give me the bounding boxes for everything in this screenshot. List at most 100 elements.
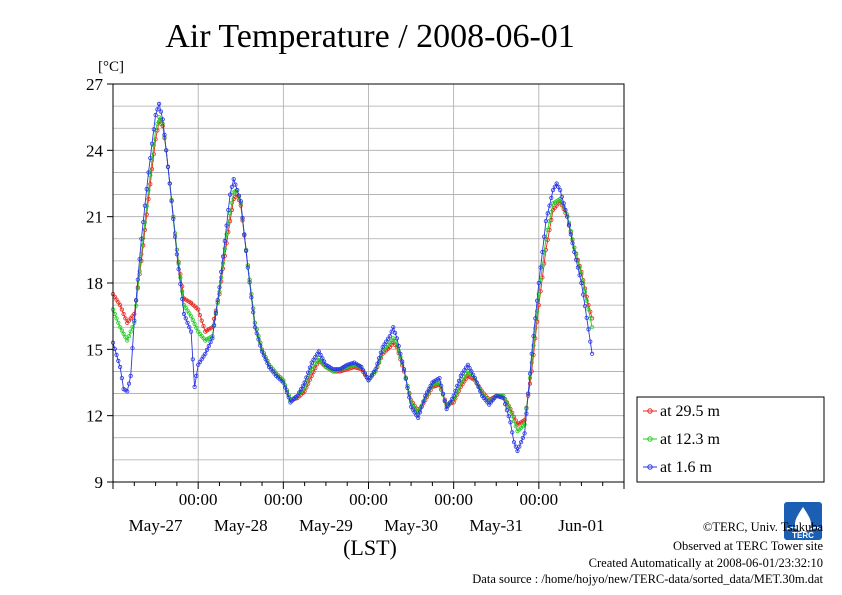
series-point xyxy=(114,352,119,357)
series-point xyxy=(588,339,593,344)
series-point xyxy=(533,326,538,331)
series-point xyxy=(137,269,142,274)
series-point xyxy=(320,356,325,361)
series-point xyxy=(396,343,401,349)
series-point xyxy=(453,388,458,393)
series-point xyxy=(240,215,245,220)
series-point xyxy=(421,399,426,404)
series-point xyxy=(119,375,125,381)
series-point xyxy=(401,367,407,372)
series-point xyxy=(141,243,146,248)
series-point xyxy=(220,260,226,266)
series-point xyxy=(534,298,540,303)
series-point xyxy=(449,396,454,402)
grid xyxy=(113,84,624,482)
series-point xyxy=(157,115,162,120)
series-point xyxy=(366,378,371,383)
series-point xyxy=(371,369,376,375)
series-point xyxy=(581,292,586,297)
series-point xyxy=(210,336,215,341)
series-point xyxy=(126,381,132,386)
series-line xyxy=(112,120,593,426)
series-point xyxy=(130,346,135,351)
series-point xyxy=(116,300,121,305)
series-point xyxy=(311,369,316,375)
series-point xyxy=(495,394,501,399)
series-point xyxy=(589,351,595,356)
series-point xyxy=(286,395,291,400)
series-point xyxy=(116,320,121,325)
series-point xyxy=(220,254,226,259)
series-point xyxy=(575,265,581,270)
series-point xyxy=(242,232,247,237)
series-point xyxy=(190,357,195,362)
series-point xyxy=(151,152,156,157)
series-point xyxy=(522,431,527,436)
series-point xyxy=(568,232,573,237)
series-point xyxy=(194,373,199,378)
series-point xyxy=(183,316,188,321)
series-point xyxy=(471,372,476,377)
series-point xyxy=(192,321,197,326)
water-drop-icon xyxy=(795,507,811,532)
series-point xyxy=(126,333,132,339)
series-point xyxy=(559,194,565,199)
series-point xyxy=(545,211,550,216)
x-axis-ticks: 00:00 00:00 00:00 00:00 00:00 May-27 May-28 May… xyxy=(112,482,625,535)
series-point xyxy=(190,317,195,323)
series-point xyxy=(155,121,160,126)
series-point xyxy=(146,170,151,175)
series-point xyxy=(219,269,224,274)
legend-label: at 12.3 m xyxy=(660,431,721,448)
series-point xyxy=(252,325,257,330)
series-point xyxy=(542,234,547,239)
series-point xyxy=(442,399,447,404)
series-point xyxy=(573,257,579,262)
series-point xyxy=(167,181,172,186)
series-point xyxy=(153,112,158,118)
series-point xyxy=(440,391,446,396)
series-point xyxy=(384,339,389,344)
series-point xyxy=(125,389,130,394)
series-point xyxy=(469,369,474,374)
series-point xyxy=(321,359,327,364)
series-point xyxy=(229,200,234,205)
series-point xyxy=(472,375,478,381)
series-point xyxy=(173,234,178,239)
series-point xyxy=(176,267,181,272)
series-point xyxy=(146,196,151,202)
series-point xyxy=(295,393,300,398)
series-point xyxy=(435,380,440,386)
series-point xyxy=(281,380,286,385)
series-point xyxy=(201,323,206,329)
series-point xyxy=(174,252,179,257)
series-point xyxy=(135,286,140,291)
series-point xyxy=(155,107,160,112)
chart-title: Air Temperature / 2008-06-01 xyxy=(165,18,575,55)
series-point xyxy=(298,386,304,392)
series-point xyxy=(549,210,554,215)
series-point xyxy=(373,367,378,372)
series-point xyxy=(476,384,481,389)
series-point xyxy=(235,188,240,193)
y-tick-label: 9 xyxy=(95,473,104,492)
series-point xyxy=(213,310,218,315)
series-point xyxy=(557,188,563,193)
series-point xyxy=(284,390,289,395)
series-point xyxy=(405,385,410,391)
series-point xyxy=(465,362,470,367)
footer: ©TERC, Univ. Tsukuba Observed at TERC To… xyxy=(472,520,823,586)
series-point xyxy=(228,192,233,197)
series-point xyxy=(359,364,364,370)
series-point xyxy=(572,249,577,255)
series-point xyxy=(545,227,550,232)
legend-label: at 1.6 m xyxy=(660,459,713,476)
series-point xyxy=(311,364,316,369)
series-point xyxy=(116,358,121,363)
x-date-label: Jun-01 xyxy=(558,516,604,535)
series-point xyxy=(254,331,259,336)
series-point xyxy=(561,201,566,206)
series-point xyxy=(192,384,197,389)
series-point xyxy=(376,356,382,361)
